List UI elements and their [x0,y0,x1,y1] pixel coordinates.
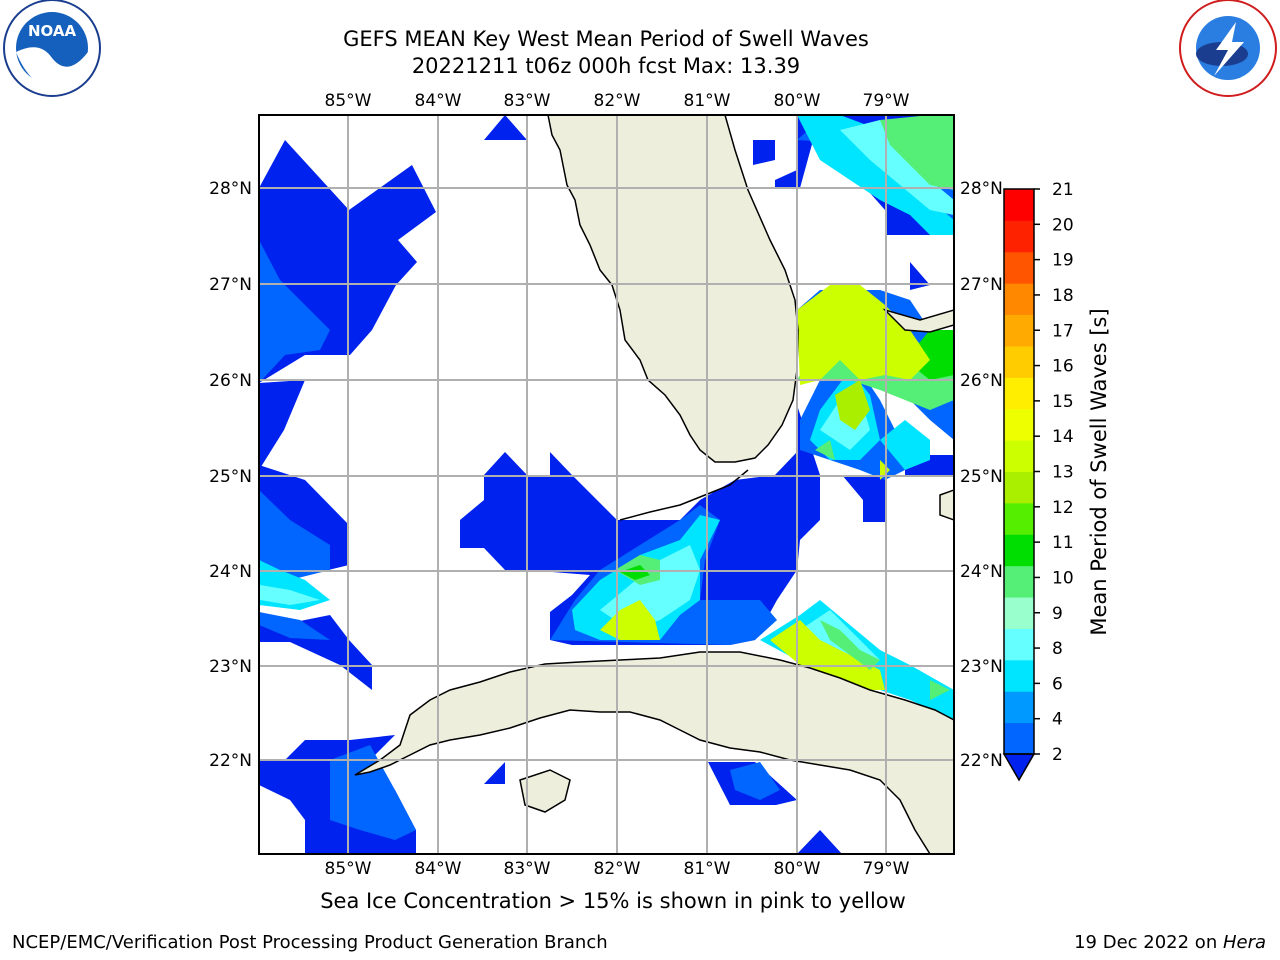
map-gridlines [259,115,954,854]
lon-label: 83°W [504,91,551,111]
colorbar: 21 20 19 18 17 16 15 14 13 12 11 10 9 8 6 4 2 [1002,180,1074,782]
colorbar-tick-label: 11 [1052,533,1074,553]
lat-label: 26°N [209,371,252,391]
chart-title: GEFS MEAN Key West Mean Period of Swell … [343,27,869,51]
colorbar-tick-label: 12 [1052,498,1074,518]
lat-label: 22°N [960,751,1003,771]
lat-label: 23°N [960,657,1003,677]
colorbar-tick-label: 8 [1052,639,1063,659]
colorbar-extend [1002,753,1036,782]
lon-label: 84°W [415,859,462,879]
colorbar-segment [1004,377,1034,410]
nws-logo: NATIONAL WEATHER SERVICE [1179,0,1277,97]
colorbar-segment [1004,659,1034,692]
lon-labels-bottom: 85°W 84°W 83°W 82°W 81°W 80°W 79°W [325,859,910,879]
lon-label: 79°W [863,91,910,111]
lat-labels-right: 28°N 27°N 26°N 25°N 24°N 23°N 22°N [960,179,1003,771]
colorbar-segment [1004,691,1034,724]
lat-label: 22°N [209,751,252,771]
lat-label: 24°N [209,562,252,582]
colorbar-segment [1004,345,1034,378]
colorbar-tick-label: 9 [1052,604,1063,624]
colorbar-segment [1004,408,1034,441]
nws-logo-text: NATIONAL WEATHER SERVICE [1221,46,1236,49]
lat-label: 25°N [209,467,252,487]
florida-land [547,115,799,463]
colorbar-segment [1004,597,1034,629]
lon-label: 83°W [504,859,551,879]
lat-label: 25°N [960,467,1003,487]
lon-label: 84°W [415,91,462,111]
colorbar-segment [1004,251,1034,284]
colorbar-tick-label: 18 [1052,286,1074,306]
lat-label: 28°N [960,179,1003,199]
colorbar-tick-label: 19 [1052,251,1074,271]
colorbar-tick-label: 13 [1052,463,1074,483]
lat-labels-left: 28°N 27°N 26°N 25°N 24°N 23°N 22°N [209,179,252,771]
footer-date: 19 Dec 2022 on Hera [1074,932,1266,953]
sea-ice-note: Sea Ice Concentration > 15% is shown in … [320,889,906,913]
map-frame [258,114,955,855]
lon-labels-top: 85°W 84°W 83°W 82°W 81°W 80°W 79°W [325,91,910,111]
colorbar-segment [1004,471,1034,504]
colorbar-segment [1004,220,1034,253]
lon-label: 80°W [774,859,821,879]
colorbar-segment [1004,628,1034,661]
colorbar-segment [1004,502,1034,535]
noaa-logo-text: NOAA [28,22,77,40]
colorbar-segment [1004,722,1034,755]
lat-label: 27°N [960,275,1003,295]
lon-label: 81°W [684,859,731,879]
colorbar-label: Mean Period of Swell Waves [s] [1087,308,1111,635]
colorbar-tick-label: 10 [1052,568,1074,588]
colorbar-tick-label: 14 [1052,427,1074,447]
colorbar-tick-label: 20 [1052,215,1074,235]
colorbar-segment [1004,283,1034,316]
swell-9-14s [600,115,954,700]
colorbar-segment [1004,534,1034,567]
chart-subtitle: 20221211 t06z 000h fcst Max: 13.39 [411,54,801,78]
lon-label: 85°W [325,91,372,111]
lat-label: 26°N [960,371,1003,391]
lon-label: 81°W [684,91,731,111]
colorbar-tick-label: 4 [1052,710,1063,730]
colorbar-tick-label: 16 [1052,357,1074,377]
footer-credit: NCEP/EMC/Verification Post Processing Pr… [12,932,608,953]
colorbar-segment [1004,314,1034,347]
colorbar-tick-label: 21 [1052,180,1074,200]
colorbar-tick-label: 17 [1052,321,1074,341]
colorbar-tick-label: 15 [1052,392,1074,412]
lat-label: 28°N [209,179,252,199]
footer-date-text: 19 Dec 2022 on [1074,932,1223,953]
lat-label: 23°N [209,657,252,677]
footer-host: Hera [1222,932,1266,953]
colorbar-tick-label: 6 [1052,674,1063,694]
lon-label: 82°W [594,91,641,111]
lat-label: 24°N [960,562,1003,582]
colorbar-segment [1004,440,1034,472]
lon-label: 85°W [325,859,372,879]
colorbar-segment [1004,189,1034,221]
lon-label: 82°W [594,859,641,879]
lon-label: 80°W [774,91,821,111]
lon-label: 79°W [863,859,910,879]
colorbar-segment [1004,565,1034,598]
lat-label: 27°N [209,275,252,295]
colorbar-tick-label: 2 [1052,745,1063,765]
noaa-logo: NOAA [3,0,101,97]
